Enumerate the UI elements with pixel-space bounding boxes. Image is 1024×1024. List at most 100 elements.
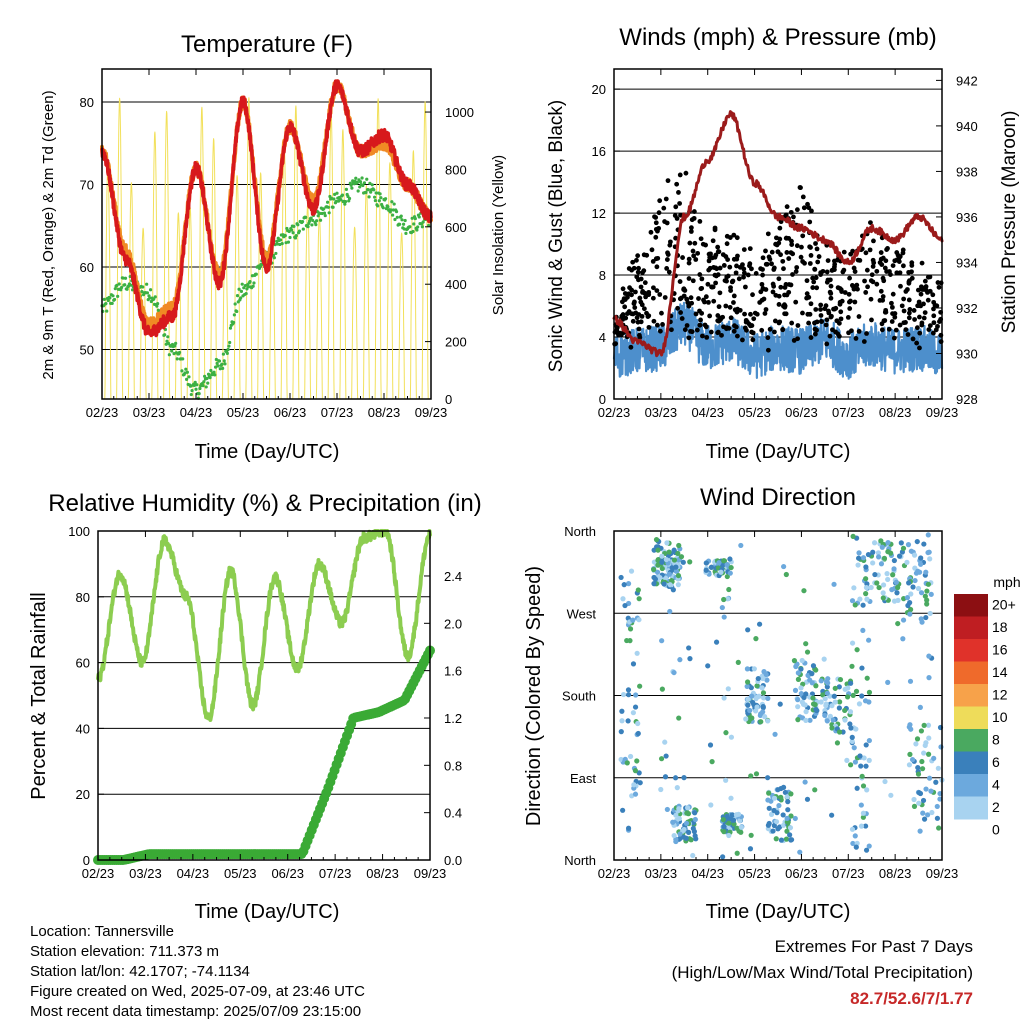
gust-point [927,323,933,329]
direction-point [635,730,641,737]
dewpoint-point [197,392,201,396]
direction-point [921,722,927,728]
direction-point [907,611,913,617]
gust-point [723,254,729,259]
gust-point [654,288,660,293]
direction-point [686,645,692,651]
dewpoint-point [170,349,174,353]
direction-point [864,675,870,681]
gust-point [878,288,884,294]
gust-point [712,227,718,233]
gust-point [752,310,758,316]
gust-point [649,247,655,253]
direction-point [866,737,872,744]
dewpoint-point [358,185,362,189]
direction-point [788,813,794,819]
gust-point [663,196,669,202]
gust-point [725,273,731,279]
direction-point [781,563,787,570]
direction-point [850,840,856,847]
direction-point [735,659,741,665]
gust-point [772,318,778,324]
gust-point [688,295,694,301]
gust-point [847,275,852,281]
gust-point [728,285,733,291]
direction-point [905,542,912,548]
direction-point [829,725,835,731]
gust-point [783,311,789,317]
humidity-panel: Relative Humidity (%) & Precipitation (i… [28,490,482,923]
x-tick-label: 06/23 [785,405,818,420]
colorbar-swatch [954,639,988,662]
gust-point [686,260,692,266]
direction-point [803,641,809,647]
direction-point [707,742,714,748]
direction-point [795,704,801,710]
gust-point [749,266,754,272]
station-info: Location: Tannersville Station elevation… [30,922,365,1022]
gust-point [805,311,811,317]
gust-point [838,309,844,315]
direction-point [670,819,676,825]
axes-layer: 02/23 03/23 04/23 05/23 06/23 07/23 08/23 09/23… [80,68,474,420]
direction-point [676,806,682,812]
x-tick-label: 04/23 [691,866,724,881]
gust-point [861,339,867,344]
gust-point [786,256,792,261]
y-tick-label: 2.4 [444,569,462,584]
gust-point [828,283,834,289]
gust-point [712,254,718,260]
dewpoint-point [213,373,217,377]
gust-point [880,255,886,261]
direction-point [803,691,809,697]
direction-point [738,542,744,549]
gust-point [727,264,733,270]
gust-point [882,318,888,323]
dewpoint-point [174,341,178,345]
dewpoint-point [117,282,121,286]
gust-point [728,315,734,321]
extremes-box: Extremes For Past 7 Days (High/Low/Max W… [672,934,973,1012]
direction-point [759,685,765,691]
direction-point [859,773,865,779]
direction-point [849,640,856,646]
gust-point [830,267,836,273]
direction-point [690,825,696,832]
gust-point [697,322,703,328]
dewpoint-point [116,294,120,298]
gust-point [648,229,654,235]
dewpoint-point [209,368,213,373]
gust-point [869,317,874,323]
direction-point [934,803,940,810]
gust-point [879,321,885,327]
direction-point [854,647,860,653]
dewpoint-point [105,309,109,313]
gust-point [636,326,642,332]
direction-point [625,718,631,724]
gust-point [845,314,851,320]
direction-point [798,666,804,672]
dewpoint-point [291,231,295,235]
y-tick-label: 928 [956,392,978,407]
direction-point [619,718,625,724]
gust-point [706,251,712,257]
direction-point [766,805,772,811]
direction-point [729,812,735,818]
gust-point [813,241,818,246]
gust-point [869,272,875,278]
dewpoint-point [235,294,240,298]
direction-point [860,810,866,816]
dewpoint-point [288,235,292,240]
dewpoint-point [344,199,348,204]
direction-point [863,847,870,853]
gust-point [715,249,721,255]
gust-point [834,318,840,324]
x-tick-label: 05/23 [738,866,771,881]
gust-point [660,322,665,327]
gust-point [812,266,818,272]
gust-point [724,326,729,332]
direction-point [713,639,720,645]
gust-point [808,245,813,250]
gust-point [818,272,824,277]
gust-point [734,333,740,339]
